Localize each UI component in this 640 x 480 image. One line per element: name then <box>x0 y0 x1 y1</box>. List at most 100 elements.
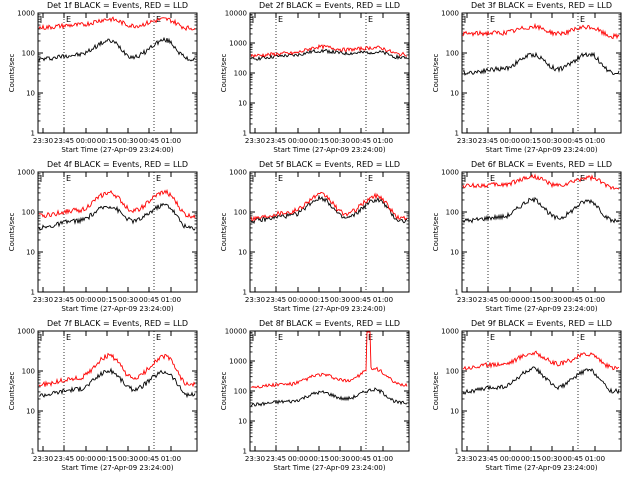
plot-frame <box>249 330 410 452</box>
chart-panel: Det 7f BLACK = Events, RED = LLD 1 10 100 10… <box>8 319 198 472</box>
x-tick-label: 23:30 <box>457 296 477 304</box>
event-marker-label: E <box>490 15 495 24</box>
y-tick-label: 1000 <box>441 169 459 177</box>
events-series-line <box>250 387 408 407</box>
x-axis-label: Start Time (27-Apr-09 23:24:00) <box>273 464 385 472</box>
y-axis-label: Counts/sec <box>220 213 228 252</box>
x-tick-label: 00:00 <box>500 455 520 463</box>
events-series-line <box>38 36 196 62</box>
x-tick-label: 23:30 <box>245 137 265 145</box>
x-tick-label: 00:00 <box>288 296 308 304</box>
lld-series-line <box>38 352 196 388</box>
y-tick-label: 100 <box>22 209 35 217</box>
events-series-line <box>250 48 408 61</box>
y-tick-label: 1 <box>31 448 35 456</box>
y-axis-label: Counts/sec <box>432 213 440 252</box>
x-tick-label: 23:30 <box>245 455 265 463</box>
chart-panel: Det 9f BLACK = Events, RED = LLD 1 10 100 10… <box>432 319 622 472</box>
plot-frame <box>37 12 198 134</box>
events-series-line <box>462 196 620 224</box>
x-tick-label: 23:30 <box>33 296 53 304</box>
y-tick-label: 1000 <box>441 328 459 336</box>
y-axis-label: Counts/sec <box>220 54 228 93</box>
x-tick-label: 01:00 <box>373 296 393 304</box>
events-series-line <box>462 51 620 76</box>
chart-title: Det 1f BLACK = Events, RED = LLD <box>47 1 188 10</box>
y-tick-label: 10 <box>450 90 459 98</box>
lld-series-line <box>250 331 408 389</box>
chart-panel: Det 1f BLACK = Events, RED = LLD 1 10 100 10… <box>8 1 198 154</box>
events-series-line <box>38 202 196 231</box>
x-tick-label: 01:00 <box>373 137 393 145</box>
y-tick-label: 1000 <box>229 358 247 366</box>
y-tick-label: 1000 <box>17 169 35 177</box>
y-tick-label: 10 <box>238 418 247 426</box>
event-marker-label: E <box>278 333 283 342</box>
x-tick-label: 00:00 <box>288 137 308 145</box>
x-tick-label: 00:45 <box>563 296 583 304</box>
chart-panel: Det 8f BLACK = Events, RED = LLD 1 10 100 10… <box>220 319 410 472</box>
x-tick-label: 23:45 <box>266 137 286 145</box>
y-tick-label: 10000 <box>225 328 247 336</box>
x-tick-label: 00:15 <box>97 296 117 304</box>
x-axis-label: Start Time (27-Apr-09 23:24:00) <box>61 464 173 472</box>
event-marker-label: E <box>156 333 161 342</box>
x-tick-label: 23:45 <box>54 137 74 145</box>
lld-series-line <box>462 350 620 371</box>
x-axis-label: Start Time (27-Apr-09 23:24:00) <box>485 146 597 154</box>
plot-frame <box>37 171 198 293</box>
y-tick-label: 10 <box>238 100 247 108</box>
chart-title: Det 4f BLACK = Events, RED = LLD <box>47 160 188 169</box>
event-marker-label: E <box>368 15 373 24</box>
x-axis-label: Start Time (27-Apr-09 23:24:00) <box>273 305 385 313</box>
x-tick-label: 00:45 <box>139 296 159 304</box>
x-tick-label: 01:00 <box>585 137 605 145</box>
y-tick-label: 10000 <box>225 10 247 18</box>
events-series-line <box>250 194 408 225</box>
chart-panel: Det 5f BLACK = Events, RED = LLD 1 10 100 10… <box>220 160 410 313</box>
event-marker-label: E <box>66 174 71 183</box>
chart-title: Det 7f BLACK = Events, RED = LLD <box>47 319 188 328</box>
chart-title: Det 2f BLACK = Events, RED = LLD <box>259 1 400 10</box>
x-tick-label: 01:00 <box>373 455 393 463</box>
x-tick-label: 00:15 <box>97 137 117 145</box>
y-tick-label: 1000 <box>229 169 247 177</box>
y-tick-label: 1 <box>243 130 247 138</box>
event-marker-label: E <box>66 333 71 342</box>
x-tick-label: 00:45 <box>351 296 371 304</box>
y-tick-label: 1 <box>243 289 247 297</box>
x-tick-label: 23:30 <box>457 137 477 145</box>
x-tick-label: 00:15 <box>521 137 541 145</box>
lld-series-line <box>250 191 408 222</box>
y-axis-label: Counts/sec <box>432 372 440 411</box>
y-tick-label: 1 <box>455 289 459 297</box>
y-axis-label: Counts/sec <box>220 372 228 411</box>
x-tick-label: 00:45 <box>563 137 583 145</box>
x-tick-label: 01:00 <box>161 137 181 145</box>
x-tick-label: 00:30 <box>330 137 350 145</box>
y-tick-label: 100 <box>234 70 247 78</box>
x-tick-label: 00:45 <box>139 137 159 145</box>
chart-panel: Det 3f BLACK = Events, RED = LLD 1 10 100 10… <box>432 1 622 154</box>
y-tick-label: 100 <box>446 209 459 217</box>
x-tick-label: 00:15 <box>97 455 117 463</box>
x-tick-label: 01:00 <box>585 455 605 463</box>
y-axis-label: Counts/sec <box>8 372 16 411</box>
plot-frame <box>249 12 410 134</box>
y-tick-label: 10 <box>26 408 35 416</box>
x-tick-label: 00:45 <box>563 455 583 463</box>
x-axis-label: Start Time (27-Apr-09 23:24:00) <box>61 305 173 313</box>
y-tick-label: 10 <box>450 408 459 416</box>
lld-series-line <box>250 44 407 58</box>
x-tick-label: 00:00 <box>500 137 520 145</box>
x-tick-label: 00:30 <box>118 137 138 145</box>
event-marker-label: E <box>490 174 495 183</box>
y-tick-label: 10 <box>26 249 35 257</box>
y-tick-label: 1 <box>455 130 459 138</box>
y-axis-label: Counts/sec <box>8 213 16 252</box>
chart-title: Det 6f BLACK = Events, RED = LLD <box>471 160 612 169</box>
x-tick-label: 00:30 <box>330 455 350 463</box>
x-tick-label: 00:00 <box>76 455 96 463</box>
chart-title: Det 9f BLACK = Events, RED = LLD <box>471 319 612 328</box>
